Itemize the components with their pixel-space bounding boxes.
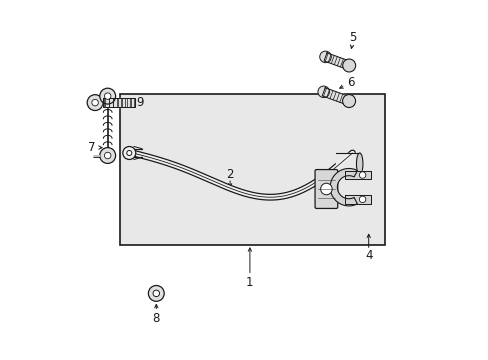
Circle shape xyxy=(104,152,111,159)
Circle shape xyxy=(320,183,331,195)
Polygon shape xyxy=(103,98,135,107)
Polygon shape xyxy=(324,53,350,69)
FancyBboxPatch shape xyxy=(314,170,337,208)
Text: 4: 4 xyxy=(364,249,372,262)
Bar xyxy=(120,94,384,245)
Text: 9: 9 xyxy=(136,96,143,109)
Circle shape xyxy=(148,285,164,301)
Circle shape xyxy=(126,150,132,156)
Circle shape xyxy=(87,95,103,111)
Circle shape xyxy=(359,196,365,203)
Circle shape xyxy=(342,59,355,72)
Text: 6: 6 xyxy=(346,76,354,89)
Circle shape xyxy=(319,51,330,63)
Circle shape xyxy=(100,148,115,163)
Polygon shape xyxy=(329,168,357,206)
Ellipse shape xyxy=(356,153,362,175)
Text: 1: 1 xyxy=(245,276,253,289)
Circle shape xyxy=(359,172,365,178)
Polygon shape xyxy=(322,88,350,105)
Text: 5: 5 xyxy=(348,31,355,44)
Circle shape xyxy=(100,88,115,104)
Text: 2: 2 xyxy=(226,168,233,181)
Polygon shape xyxy=(345,171,370,179)
Circle shape xyxy=(153,290,159,297)
Circle shape xyxy=(104,93,111,99)
Circle shape xyxy=(122,147,136,159)
Text: 3: 3 xyxy=(318,199,325,212)
Circle shape xyxy=(342,95,355,108)
Text: 7: 7 xyxy=(87,141,95,154)
Text: 8: 8 xyxy=(152,312,160,325)
Polygon shape xyxy=(345,195,370,204)
Circle shape xyxy=(317,86,329,98)
Circle shape xyxy=(92,99,98,106)
